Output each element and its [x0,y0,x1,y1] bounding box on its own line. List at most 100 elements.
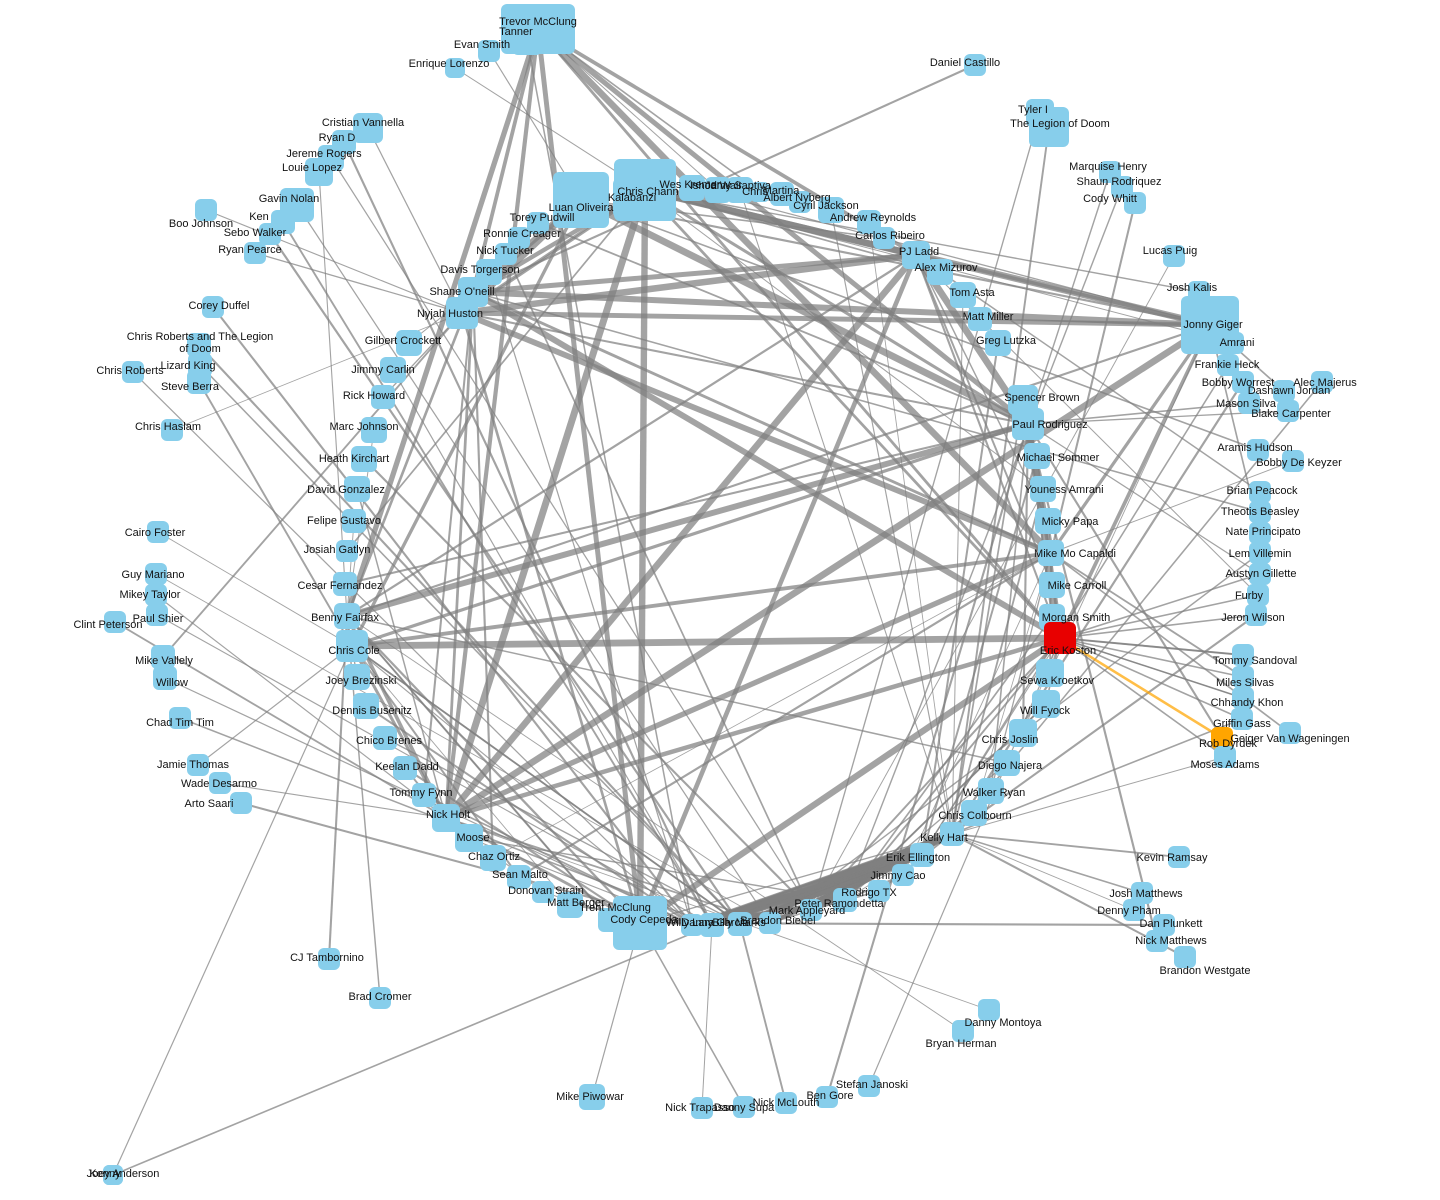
graph-node-luan-oliveira[interactable] [553,172,609,228]
graph-node-dashawn-jordan[interactable] [1273,380,1295,402]
graph-node-blake-carpenter[interactable] [1277,400,1299,422]
graph-node-dennis-busenitz[interactable] [353,693,379,719]
graph-node-danny-montoya[interactable] [978,999,1000,1021]
graph-node-mason-silva[interactable] [1238,392,1260,414]
graph-node-rick-howard[interactable] [371,385,395,409]
graph-node-torey-pudwill[interactable] [527,212,549,234]
graph-node-walker-ryan[interactable] [978,778,1004,804]
graph-node-nick-trapasso[interactable] [691,1097,713,1119]
graph-node-david-gonzalez[interactable] [344,476,370,502]
graph-node-tom-asta[interactable] [950,282,976,308]
graph-node-chris-roberts[interactable] [122,361,144,383]
graph-node-denny-pham[interactable] [1123,899,1145,921]
graph-node-alex-mizurov[interactable] [927,259,953,285]
graph-node-kelly-hart[interactable] [940,822,964,846]
graph-node-cesar-fernandez[interactable] [333,572,357,596]
graph-node-michael-sommer[interactable] [1024,443,1050,469]
graph-node-theotis-beasley[interactable] [1249,501,1271,523]
graph-node-moose[interactable] [455,824,483,852]
graph-node-chris-joslin[interactable] [1009,719,1037,747]
graph-node-mike-vallely[interactable] [151,645,175,669]
graph-node-willow[interactable] [153,666,177,690]
graph-node-greg-lutzka[interactable] [985,330,1011,356]
graph-node-guy-mariano[interactable] [145,563,167,585]
graph-node-danny-supa[interactable] [733,1096,755,1118]
graph-node-alec-majerus[interactable] [1311,371,1333,393]
graph-node-youness-amrani[interactable] [1030,476,1056,502]
graph-node-chris[interactable] [750,182,770,202]
graph-node-pj-ladd[interactable] [902,241,930,269]
graph-node-jamy-saptiva[interactable] [727,177,753,203]
graph-node-nick-tucker[interactable] [495,243,517,265]
graph-node-nate-principato[interactable] [1249,522,1271,544]
graph-node-rodrigo-tx[interactable] [868,880,890,902]
graph-node-ishod-wair[interactable] [705,177,731,203]
graph-node-benny-fairfax[interactable] [334,603,360,629]
graph-node-marc-johnson[interactable] [361,417,387,443]
graph-node-erik-ellington[interactable] [910,843,934,867]
graph-node-josiah-gatlyn[interactable] [336,540,358,562]
graph-node-amrani[interactable] [1222,332,1244,354]
graph-node-daniel-castillo[interactable] [964,54,986,76]
graph-node-bobby-de-keyzer[interactable] [1282,450,1304,472]
graph-node-paul-rodriguez[interactable] [1012,408,1044,440]
graph-node-willy-lara[interactable] [681,914,703,936]
graph-node-peter-ramondetta[interactable] [833,888,857,912]
graph-node-micky-papa[interactable] [1035,508,1061,534]
graph-node-austyn-gillette[interactable] [1249,563,1271,585]
graph-node-ben-gore[interactable] [816,1086,838,1108]
graph-node-cody-cepeda[interactable] [613,896,667,950]
graph-node-brandon-biebel[interactable] [759,912,781,934]
graph-node-corey-duffel[interactable] [202,296,224,318]
graph-node-mike-piwowar[interactable] [579,1084,605,1110]
graph-node-carlos-ribeiro[interactable] [873,227,895,249]
graph-node-danny-garcia[interactable] [700,913,724,937]
graph-node-wes-kremer[interactable] [679,175,705,201]
graph-node-furby[interactable] [1247,584,1269,606]
graph-node-rob-dyrdek[interactable] [1211,727,1233,749]
graph-node-sebo-walker[interactable] [259,223,281,245]
graph-node-tommy-fynn[interactable] [412,783,436,807]
graph-node-chad-tim-tim[interactable] [169,707,191,729]
graph-node-arto-saari[interactable] [230,792,252,814]
graph-node-nyjah-huston[interactable] [446,297,478,329]
graph-node-felipe-gustavo[interactable] [342,509,366,533]
graph-node-chaz-ortiz[interactable] [480,845,506,871]
graph-node-gilbert-crockett[interactable] [396,330,422,356]
graph-node-paul-shier[interactable] [146,604,168,626]
graph-node-evan-smith[interactable] [478,40,500,62]
graph-node-ryan-pearce[interactable] [244,242,266,264]
graph-node-enrique-lorenzo[interactable] [445,58,465,78]
graph-node-joey-brezinski[interactable] [344,664,370,690]
graph-node-brandon-westgate[interactable] [1174,946,1196,968]
graph-node-bryan-herman[interactable] [952,1020,974,1042]
graph-node-griffin-gass[interactable] [1231,708,1253,730]
graph-node-cj-tambornino[interactable] [318,948,340,970]
graph-node-cristian-vannella[interactable] [353,113,383,143]
graph-node-jamie-thomas[interactable] [187,754,209,776]
graph-node-moses-adams[interactable] [1214,746,1236,768]
graph-node-billy-marks[interactable] [728,912,752,936]
graph-node-nick-matthews[interactable] [1146,930,1168,952]
graph-node-heath-kirchart[interactable] [351,446,377,472]
graph-node-chris-haslam[interactable] [161,419,183,441]
graph-node-cyril-jackson[interactable] [818,197,844,223]
graph-node-mike-mo-capaldi[interactable] [1038,540,1064,566]
graph-node-mark-appleyard[interactable] [800,899,822,921]
graph-node-nick-mclouth[interactable] [775,1092,797,1114]
graph-node-will-fyock[interactable] [1032,690,1060,718]
graph-node-sewa-kroetkov[interactable] [1036,659,1064,687]
graph-node-sean-malto[interactable] [507,865,531,889]
graph-node-bobby-worrest[interactable] [1232,371,1254,393]
graph-node-josh-matthews[interactable] [1131,882,1153,904]
graph-node-donovan-strain[interactable] [532,881,554,903]
graph-node-louie-lopez[interactable] [305,158,333,186]
graph-node-jimmy-carlin[interactable] [380,357,406,383]
graph-node-brad-cromer[interactable] [369,987,391,1009]
graph-node-tanner[interactable] [512,25,542,55]
graph-node-keelan-dadd[interactable] [393,756,417,780]
graph-node-diego-najera[interactable] [994,750,1020,776]
graph-node-steve-berra[interactable] [187,370,211,394]
